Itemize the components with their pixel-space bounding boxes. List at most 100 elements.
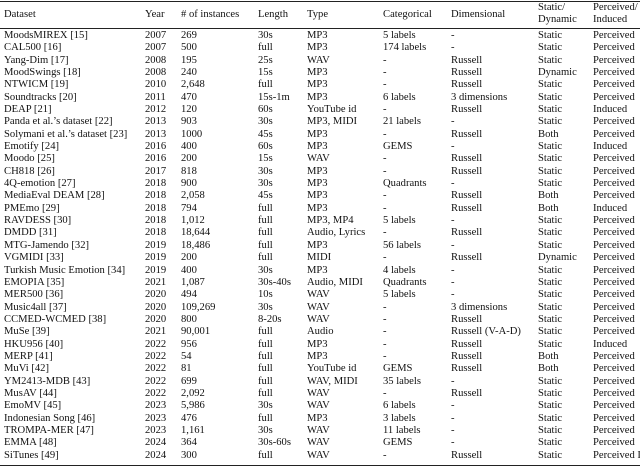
cell: Static [538,437,563,449]
cell: Russell [451,350,483,362]
cell: Static [538,165,563,177]
cell: Both [538,202,559,214]
cell: 2016 [145,141,167,153]
cell: Russell [451,128,483,140]
cell: Russell [451,202,483,214]
cell: 56 labels [383,239,421,251]
cell: 364 [181,437,197,449]
cell: 15s-1m [258,91,290,103]
cell: Dynamic [538,67,577,79]
cell: MuVi [42] [4,363,49,375]
cell: Static [538,449,563,461]
cell: 2020 [145,289,167,301]
cell: Perceived [593,252,635,264]
header-cell: Length [258,9,289,20]
cell: 30s [258,400,273,412]
cell: 2,648 [181,79,205,91]
cell: 5 labels [383,215,416,227]
cell: 2022 [145,363,167,375]
cell: WAV [307,153,330,165]
cell: 903 [181,116,197,128]
cell: full [258,215,273,227]
cell: MP3 [307,178,328,190]
cell: 2018 [145,202,167,214]
cell: 2022 [145,350,167,362]
cell: 240 [181,67,197,79]
cell: 2023 [145,412,167,424]
cell: Perceived [593,227,635,239]
header-cell: Type [307,9,329,20]
cell: MP3 [307,202,328,214]
cell: 200 [181,153,197,165]
cell: - [451,141,455,153]
cell: 2022 [145,387,167,399]
cell: 30s-60s [258,437,291,449]
cell: 30s [258,165,273,177]
cell: 1,161 [181,424,205,436]
cell: 18,486 [181,239,211,251]
cell: 2018 [145,190,167,202]
cell: 6 labels [383,91,416,103]
cell: MusAV [44] [4,387,57,399]
cell: Russell [451,104,483,116]
cell: 699 [181,375,197,387]
cell: DEAP [21] [4,104,52,116]
cell: 30s [258,178,273,190]
cell: 500 [181,42,197,54]
cell: 2013 [145,128,167,140]
cell: full [258,239,273,251]
cell: 300 [181,449,197,461]
cell: 400 [181,141,197,153]
cell: Perceived [593,424,635,436]
cell: Turkish Music Emotion [34] [4,264,126,276]
cell: Induced [593,104,628,116]
cell: 30s [258,30,273,41]
cell: 10s [258,289,273,301]
cell: WAV [307,400,330,412]
cell: Both [538,128,559,140]
cell: Perceived [593,264,635,276]
cell: Perceived [593,30,635,41]
cell: MoodSwings [18] [4,67,81,79]
cell: MP3 [307,239,328,251]
cell: 11 labels [383,424,421,436]
cell: Perceived [593,301,635,313]
cell: 2024 [145,437,167,449]
cell: Static [538,42,563,54]
cell: MIDI [307,252,332,264]
cell: EMMA [48] [4,437,57,449]
cell: WAV [307,301,330,313]
cell: 1,012 [181,215,205,227]
cell: 2017 [145,165,167,177]
cell: - [383,202,387,214]
cell: 2018 [145,178,167,190]
cell: Audio, MIDI [307,276,363,288]
cell: 120 [181,104,197,116]
cell: 90,001 [181,326,211,338]
cell: MP3 [307,67,328,79]
cell: full [258,227,273,239]
cell: Audio, Lyrics [307,227,366,239]
cell: Static [538,215,563,227]
cell: 269 [181,30,197,41]
cell: Perceived [593,79,635,91]
cell: 2024 [145,449,167,461]
cell: 2016 [145,153,167,165]
cell: 2007 [145,30,167,41]
cell: MP3 [307,30,328,41]
cell: WAV [307,313,330,325]
cell: Russell [451,338,483,350]
cell: Induced [593,202,628,214]
cell: 60s [258,104,273,116]
cell: 2012 [145,104,167,116]
cell: CCMED-WCMED [38] [4,313,107,325]
cell: EmoMV [45] [4,400,62,412]
cell: Static [538,141,563,153]
cell: - [383,67,387,79]
bottom-rule [0,465,640,466]
cell: 2019 [145,264,167,276]
cell: Perceived [593,91,635,103]
cell: full [258,412,273,424]
cell: 30s [258,301,273,313]
cell: 2020 [145,301,167,313]
